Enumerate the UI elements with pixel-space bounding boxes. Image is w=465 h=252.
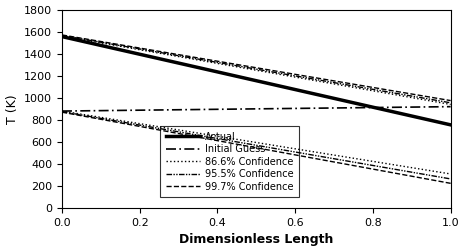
Y-axis label: T (K): T (K) <box>6 94 19 124</box>
Legend: Actual, Initial Guess, 86.6% Confidence, 95.5% Confidence, 99.7% Confidence: Actual, Initial Guess, 86.6% Confidence,… <box>160 126 299 197</box>
X-axis label: Dimensionless Length: Dimensionless Length <box>179 233 333 246</box>
